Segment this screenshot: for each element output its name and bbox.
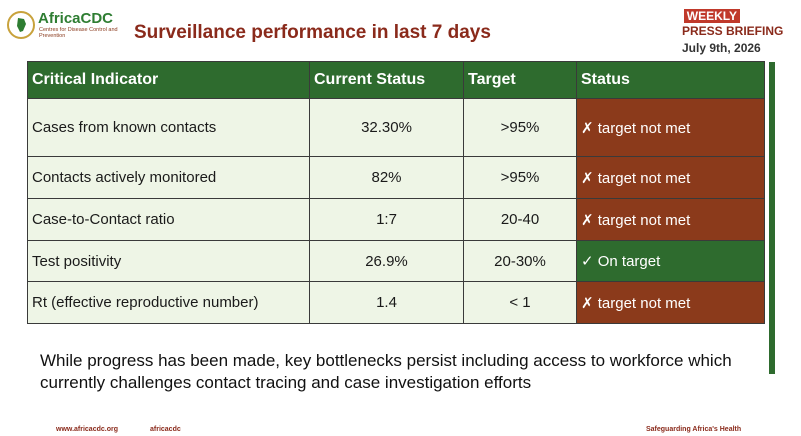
current-status-cell: 1:7 — [309, 198, 464, 241]
africa-cdc-emblem-icon — [7, 11, 35, 39]
status-cell: ✗ target not met — [576, 281, 765, 324]
briefing-date: July 9th, 2026 — [682, 41, 761, 55]
summary-text: While progress has been made, key bottle… — [40, 351, 732, 392]
indicator-cell: Cases from known contacts — [27, 98, 310, 157]
target-cell: 20-30% — [463, 240, 577, 282]
footer-social-handle[interactable]: africacdc — [150, 426, 181, 433]
indicator-cell: Rt (effective reproductive number) — [27, 281, 310, 324]
brand-name: AfricaCDC — [38, 10, 114, 27]
status-cell: ✗ target not met — [576, 198, 765, 241]
header-target: Target — [463, 61, 577, 99]
target-cell: >95% — [463, 156, 577, 199]
indicator-cell: Test positivity — [27, 240, 310, 282]
table-row: Test positivity 26.9% 20-30% ✓ On target — [27, 240, 765, 282]
table-row: Case-to-Contact ratio 1:7 20-40 ✗ target… — [27, 198, 765, 241]
table-header-row: Critical Indicator Current Status Target… — [27, 61, 765, 99]
page-title: Surveillance performance in last 7 days — [134, 22, 491, 43]
side-accent-bar — [769, 62, 775, 374]
table-row: Contacts actively monitored 82% >95% ✗ t… — [27, 156, 765, 199]
target-cell: < 1 — [463, 281, 577, 324]
header-critical-indicator: Critical Indicator — [27, 61, 310, 99]
target-cell: >95% — [463, 98, 577, 157]
status-cell: ✓ On target — [576, 240, 765, 282]
press-briefing-label: PRESS BRIEFING — [682, 24, 784, 38]
table-row: Cases from known contacts 32.30% >95% ✗ … — [27, 98, 765, 157]
status-cell: ✗ target not met — [576, 156, 765, 199]
footer-url-link[interactable]: www.africacdc.org — [56, 426, 118, 433]
table-row: Rt (effective reproductive number) 1.4 <… — [27, 281, 765, 324]
indicator-cell: Case-to-Contact ratio — [27, 198, 310, 241]
current-status-cell: 82% — [309, 156, 464, 199]
header-current-status: Current Status — [309, 61, 464, 99]
weekly-badge: WEEKLY — [683, 9, 740, 23]
indicator-table: Critical Indicator Current Status Target… — [27, 61, 765, 324]
current-status-cell: 1.4 — [309, 281, 464, 324]
current-status-cell: 32.30% — [309, 98, 464, 157]
status-cell: ✗ target not met — [576, 98, 765, 157]
indicator-cell: Contacts actively monitored — [27, 156, 310, 199]
target-cell: 20-40 — [463, 198, 577, 241]
header-status: Status — [576, 61, 765, 99]
brand-subtitle: Centres for Disease Control and Preventi… — [39, 27, 118, 39]
footer-tagline: Safeguarding Africa's Health — [646, 426, 742, 433]
current-status-cell: 26.9% — [309, 240, 464, 282]
africa-cdc-logo: AfricaCDC Centres for Disease Control an… — [6, 8, 126, 42]
